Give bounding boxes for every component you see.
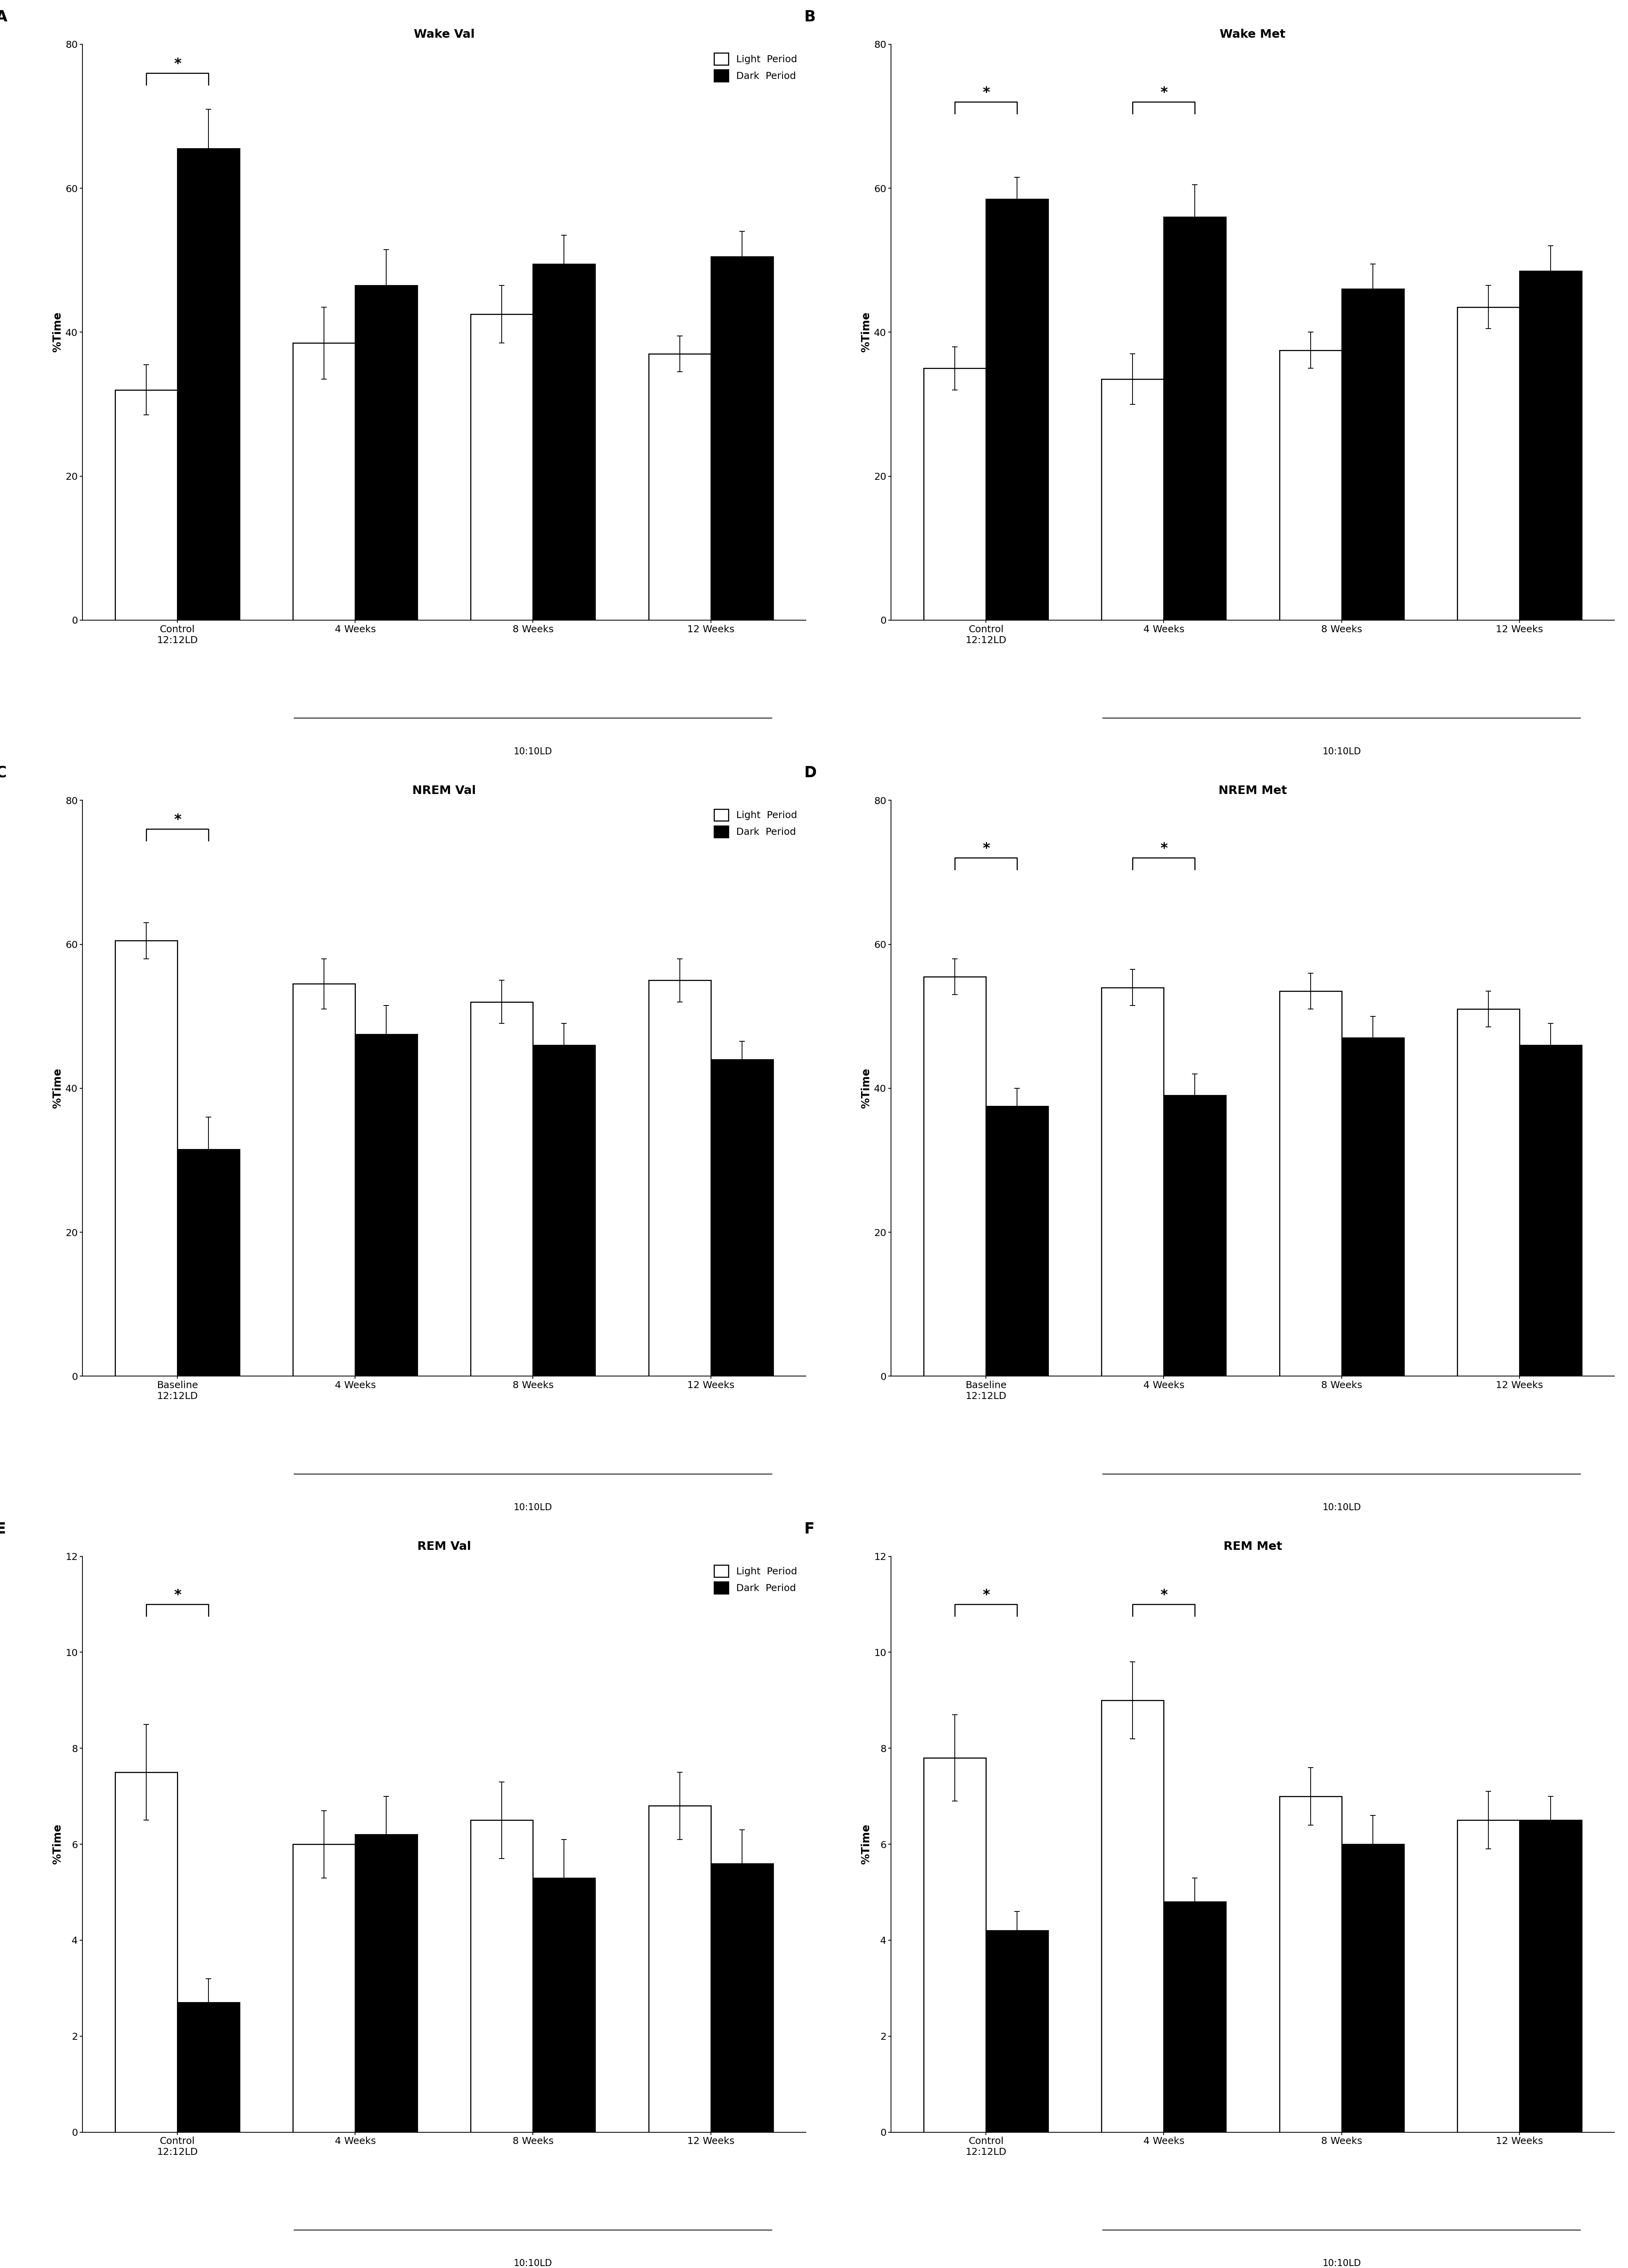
Y-axis label: %Time: %Time — [52, 313, 63, 352]
Bar — [470, 315, 532, 619]
Legend: Light  Period, Dark  Period: Light Period, Dark Period — [710, 805, 801, 841]
Bar — [1457, 306, 1519, 619]
Bar — [1102, 379, 1164, 619]
Text: *: * — [174, 1588, 181, 1601]
Text: E: E — [0, 1522, 7, 1535]
Bar — [1164, 218, 1226, 619]
Text: 10:10LD: 10:10LD — [514, 1504, 552, 1513]
Bar — [1164, 1903, 1226, 2132]
Title: NREM Met: NREM Met — [1218, 785, 1288, 796]
Title: NREM Val: NREM Val — [412, 785, 475, 796]
Y-axis label: %Time: %Time — [861, 1068, 871, 1109]
Text: *: * — [982, 86, 990, 100]
Bar — [532, 1878, 596, 2132]
Bar — [923, 1758, 987, 2132]
Bar — [711, 1864, 773, 2132]
Bar — [293, 1844, 355, 2132]
Bar — [923, 978, 987, 1377]
Bar — [470, 1821, 532, 2132]
Bar — [116, 1771, 177, 2132]
Bar — [177, 150, 239, 619]
Bar — [711, 256, 773, 619]
Bar — [987, 1107, 1048, 1377]
Text: 10:10LD: 10:10LD — [1322, 2259, 1361, 2268]
Title: REM Met: REM Met — [1223, 1540, 1281, 1551]
Bar — [1341, 1844, 1403, 2132]
Bar — [1164, 1095, 1226, 1377]
Bar — [532, 263, 596, 619]
Bar — [293, 342, 355, 619]
Bar — [987, 1930, 1048, 2132]
Text: B: B — [804, 9, 816, 25]
Bar — [1341, 288, 1403, 619]
Text: 10:10LD: 10:10LD — [1322, 746, 1361, 755]
Legend: Light  Period, Dark  Period: Light Period, Dark Period — [710, 50, 801, 86]
Text: *: * — [982, 1588, 990, 1601]
Bar — [1102, 987, 1164, 1377]
Text: *: * — [174, 57, 181, 70]
Bar — [355, 1034, 417, 1377]
Bar — [1457, 1009, 1519, 1377]
Text: *: * — [982, 841, 990, 855]
Title: Wake Val: Wake Val — [414, 29, 475, 41]
Text: 10:10LD: 10:10LD — [514, 746, 552, 755]
Bar — [1341, 1039, 1403, 1377]
Text: D: D — [804, 767, 817, 780]
Bar — [116, 390, 177, 619]
Bar — [116, 941, 177, 1377]
Y-axis label: %Time: %Time — [52, 1823, 63, 1864]
Bar — [1102, 1701, 1164, 2132]
Bar — [1280, 349, 1341, 619]
Y-axis label: %Time: %Time — [861, 313, 871, 352]
Bar — [1280, 991, 1341, 1377]
Bar — [355, 1835, 417, 2132]
Text: *: * — [1161, 1588, 1167, 1601]
Text: F: F — [804, 1522, 814, 1535]
Text: *: * — [1161, 86, 1167, 100]
Bar — [923, 367, 987, 619]
Bar — [1519, 1821, 1582, 2132]
Text: 10:10LD: 10:10LD — [1322, 1504, 1361, 1513]
Legend: Light  Period, Dark  Period: Light Period, Dark Period — [710, 1560, 801, 1597]
Bar — [1519, 272, 1582, 619]
Text: *: * — [1161, 841, 1167, 855]
Text: A: A — [0, 9, 7, 25]
Bar — [648, 1805, 711, 2132]
Bar — [532, 1046, 596, 1377]
Text: *: * — [174, 812, 181, 826]
Text: 10:10LD: 10:10LD — [514, 2259, 552, 2268]
Bar — [648, 980, 711, 1377]
Bar — [470, 1002, 532, 1377]
Y-axis label: %Time: %Time — [861, 1823, 871, 1864]
Bar — [177, 1150, 239, 1377]
Bar — [293, 984, 355, 1377]
Bar — [987, 200, 1048, 619]
Bar — [1519, 1046, 1582, 1377]
Bar — [711, 1059, 773, 1377]
Bar — [177, 2003, 239, 2132]
Bar — [648, 354, 711, 619]
Bar — [355, 286, 417, 619]
Bar — [1280, 1796, 1341, 2132]
Title: Wake Met: Wake Met — [1219, 29, 1286, 41]
Bar — [1457, 1821, 1519, 2132]
Title: REM Val: REM Val — [417, 1540, 470, 1551]
Text: C: C — [0, 767, 7, 780]
Y-axis label: %Time: %Time — [52, 1068, 63, 1109]
